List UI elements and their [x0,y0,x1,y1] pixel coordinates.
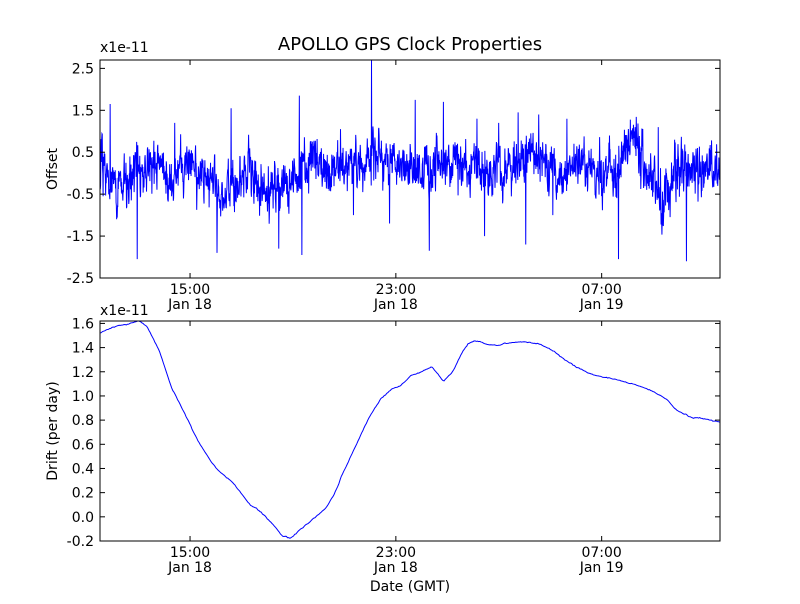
x-axis-label: Date (GMT) [370,579,450,595]
offset-x-tick-date-label: Jan 18 [373,297,418,313]
offset-series-group [100,60,720,262]
drift-x-tick-date-label: Jan 19 [579,560,624,576]
drift-x-tick-time-label: 15:00 [170,545,210,561]
drift-y-ticks: -0.2 0.0 0.2 0.4 0.6 0.8 1.0 1.2 1.4 1.6 [67,316,720,550]
drift-plot-area [100,321,720,541]
offset-y-axis-label: Offset [45,147,61,190]
offset-x-tick-date-label: Jan 19 [579,297,624,313]
drift-x-tick-time-label: 23:00 [376,545,416,561]
drift-y-tick-label: 0.0 [72,510,94,526]
offset-y-tick-label: -1.5 [67,229,94,245]
drift-series-line [100,321,720,539]
drift-y-tick-label: 1.2 [72,365,94,381]
offset-y-tick-label: -0.5 [67,187,94,203]
offset-series-line [100,60,720,262]
offset-x-tick-time-label: 15:00 [170,282,210,298]
drift-y-tick-label: 0.2 [72,486,94,502]
offset-y-ticks: -2.5 -1.5 -0.5 0.5 1.5 2.5 [67,61,720,287]
offset-scale-label: x1e-11 [100,40,149,56]
drift-x-tick-time-label: 07:00 [581,545,621,561]
drift-x-tick-date-label: Jan 18 [373,560,418,576]
drift-y-tick-label: -0.2 [67,534,94,550]
drift-y-tick-label: 1.0 [72,389,94,405]
drift-y-tick-label: 1.4 [72,341,94,357]
offset-plot-frame [99,59,721,279]
drift-y-tick-label: 0.8 [72,413,94,429]
drift-series-group [100,321,720,539]
drift-scale-label: x1e-11 [100,303,149,319]
chart-title: APOLLO GPS Clock Properties [278,34,542,55]
offset-y-tick-label: 1.5 [72,103,94,119]
offset-x-tick-time-label: 07:00 [581,282,621,298]
drift-x-tick-date-label: Jan 18 [167,560,212,576]
offset-y-tick-label: -2.5 [67,271,94,287]
drift-y-tick-label: 1.6 [72,316,94,332]
offset-x-tick-date-label: Jan 18 [167,297,212,313]
offset-x-tick-time-label: 23:00 [376,282,416,298]
drift-plot-frame [99,320,721,542]
drift-y-axis-label: Drift (per day) [45,381,61,480]
drift-panel: -0.20.00.20.40.60.81.01.21.41.6 15:00Jan… [45,303,721,576]
offset-y-tick-label: 2.5 [72,61,94,77]
drift-y-tick-label: 0.4 [72,461,94,477]
drift-y-tick-label: 0.6 [72,437,94,453]
offset-y-tick-label: 0.5 [72,145,94,161]
